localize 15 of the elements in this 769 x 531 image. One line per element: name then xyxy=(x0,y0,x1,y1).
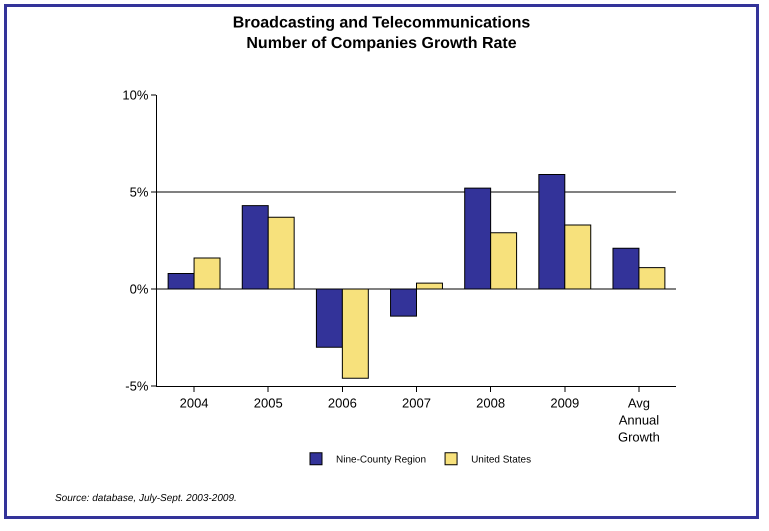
y-tick-label: -5% xyxy=(125,378,149,394)
y-tick-label: 5% xyxy=(130,184,149,200)
y-tick-label: 0% xyxy=(130,282,149,297)
x-tick-label: 2006 xyxy=(328,396,357,411)
y-tick-label: 10% xyxy=(122,88,149,103)
source-note: Source: database, July-Sept. 2003-2009. xyxy=(55,493,237,504)
x-tick-label: 2009 xyxy=(550,396,580,411)
legend-label: Nine-County Region xyxy=(336,454,426,466)
legend-label: United States xyxy=(471,454,532,466)
chart-title: Broadcasting and Telecommunications Number of Companies Growth Rate xyxy=(232,14,530,52)
x-tick-label: Avg Annual Growth xyxy=(618,396,660,444)
x-tick-label: 2007 xyxy=(402,396,431,411)
x-tick-label: 2004 xyxy=(180,396,209,411)
x-tick-label: 2008 xyxy=(476,396,506,411)
x-tick-label: 2005 xyxy=(254,396,283,411)
